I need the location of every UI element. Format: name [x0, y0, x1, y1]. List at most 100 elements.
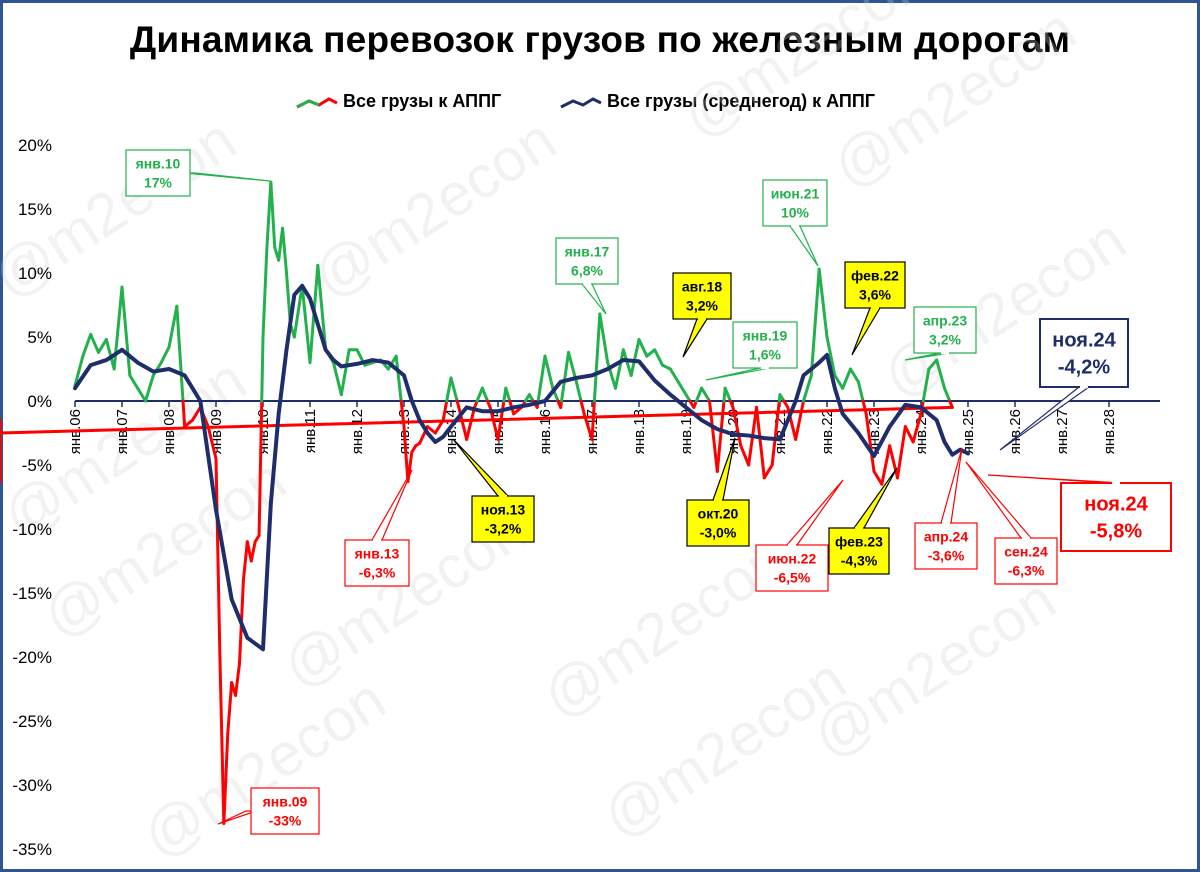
series-all-cargo-segment — [653, 348, 664, 367]
annotation-label: сен.24 — [1004, 544, 1048, 560]
series-all-cargo-segment — [715, 399, 726, 473]
series-all-cargo-segment — [856, 380, 865, 403]
annotation-callout-pointer — [851, 307, 882, 356]
x-tick-label: янв.18 — [631, 409, 648, 454]
series-all-cargo-segment — [480, 386, 490, 403]
series-all-cargo-segment — [676, 380, 688, 397]
series-all-cargo-segment — [809, 267, 821, 377]
series-all-cargo-segment — [536, 354, 547, 403]
chart-title: Динамика перевозок грузов по железным до… — [129, 19, 1071, 60]
series-all-cargo-segment — [0, 405, 954, 435]
series-all-cargo-segment — [257, 399, 264, 537]
series-all-cargo-segment — [332, 361, 343, 397]
series-all-cargo-segment — [614, 348, 625, 390]
chart-legend: Все грузы к АППГ Все грузы (среднегод) к… — [3, 87, 1197, 115]
annotation-label: -6,3% — [359, 565, 396, 581]
series-all-cargo-segment — [645, 348, 657, 358]
series-all-cargo-segment — [708, 399, 719, 473]
x-tick-label: янв.27 — [1054, 409, 1071, 454]
series-all-cargo-segment — [214, 457, 222, 659]
series-all-cargo-segment — [449, 376, 459, 403]
series-all-cargo-segment — [637, 338, 649, 358]
series-all-cargo-segment — [206, 425, 218, 461]
annotation-label: 6,8% — [571, 263, 603, 279]
series-all-cargo-segment — [97, 338, 108, 354]
legend-swatch-avg-cargo — [559, 94, 603, 109]
series-all-cargo-segment — [504, 386, 512, 403]
annotation-callout-box — [125, 149, 191, 197]
annotation-label: -33% — [269, 813, 302, 829]
annotation-label: авг.18 — [682, 279, 722, 295]
annotation-callout-pointer — [370, 469, 413, 541]
legend-item-all-cargo: Все грузы к АППГ — [295, 87, 501, 115]
series-all-cargo-segment — [269, 180, 277, 249]
series-all-cargo-segment — [668, 367, 680, 384]
series-all-cargo-segment — [394, 354, 403, 403]
x-tick-label: янв.28 — [1101, 409, 1118, 454]
series-all-cargo-segment — [128, 373, 140, 390]
series-all-cargo-segment — [864, 412, 876, 473]
series-all-cargo-segment — [592, 312, 602, 403]
x-tick-label: янв.11 — [302, 409, 319, 453]
annotation-callout-pointer — [852, 467, 898, 529]
y-tick-label: -30% — [12, 776, 52, 795]
series-all-cargo-segment — [872, 469, 884, 486]
series-avg-cargo-line — [73, 283, 970, 652]
x-tick-label: янв.25 — [960, 409, 977, 454]
series-all-cargo-segment — [817, 267, 829, 339]
series-all-cargo-segment — [281, 226, 288, 275]
series-all-cargo-segment — [723, 386, 732, 403]
series-all-cargo-segment — [167, 304, 179, 349]
series-all-cargo-segment — [927, 358, 939, 371]
y-tick-label: -5% — [22, 456, 52, 475]
annotation-label: -5,8% — [1090, 521, 1142, 543]
series-all-cargo-segment — [621, 348, 633, 377]
annotation-label: -6,5% — [774, 570, 811, 586]
series-all-cargo-segment — [755, 405, 766, 480]
annotation-label: -3,6% — [928, 548, 965, 564]
annotation-callout-pointer — [580, 283, 607, 315]
annotation-callout-box — [344, 539, 410, 587]
annotation-callout-box — [844, 261, 906, 309]
annotation-label: 3,6% — [859, 287, 891, 303]
annotation-callout-box — [672, 272, 732, 320]
series-all-cargo-segment — [475, 386, 484, 403]
series-all-cargo-segment — [543, 354, 555, 390]
annotation-callout-box — [471, 495, 535, 543]
series-all-cargo-segment — [136, 386, 147, 403]
series-all-cargo-segment — [629, 338, 641, 377]
y-tick-label: 20% — [18, 136, 52, 155]
series-all-cargo-segment — [911, 412, 923, 444]
series-all-cargo-segment — [402, 425, 410, 484]
y-tick-label: -35% — [12, 840, 52, 859]
series-all-cargo-segment — [159, 345, 171, 365]
y-tick-label: 15% — [18, 200, 52, 219]
annotation-label: янв.19 — [743, 328, 788, 344]
annotation-label: ноя.13 — [481, 502, 526, 518]
y-tick-label: -20% — [12, 648, 52, 667]
x-tick-label: янв.07 — [114, 409, 131, 454]
y-tick-label: -25% — [12, 712, 52, 731]
series-all-cargo-segment — [226, 681, 234, 736]
series-all-cargo-segment — [560, 350, 570, 403]
series-all-cargo-segment — [191, 405, 202, 422]
annotation-label: июн.22 — [768, 551, 817, 567]
legend-swatch-all-cargo — [295, 94, 339, 109]
annotation-label: янв.13 — [355, 546, 400, 562]
y-tick-label: -10% — [12, 520, 52, 539]
series-all-cargo-segment — [574, 380, 583, 403]
y-tick-label: 0% — [27, 392, 52, 411]
annotation-label: 3,2% — [929, 332, 961, 348]
series-all-cargo-segment — [598, 312, 610, 365]
series-all-cargo-segment — [81, 332, 93, 358]
series-all-cargo-segment — [943, 386, 952, 403]
series-all-cargo-segment — [386, 354, 398, 371]
annotation-label: -3,2% — [485, 521, 522, 537]
series-all-cargo-segment — [762, 463, 774, 480]
legend-label-avg-cargo: Все грузы (среднегод) к АППГ — [607, 90, 875, 111]
series-all-cargo-segment — [300, 284, 312, 365]
series-all-cargo-segment — [590, 399, 596, 441]
x-tick-label: янв.24 — [913, 409, 930, 454]
series-all-cargo-segment — [825, 335, 837, 377]
